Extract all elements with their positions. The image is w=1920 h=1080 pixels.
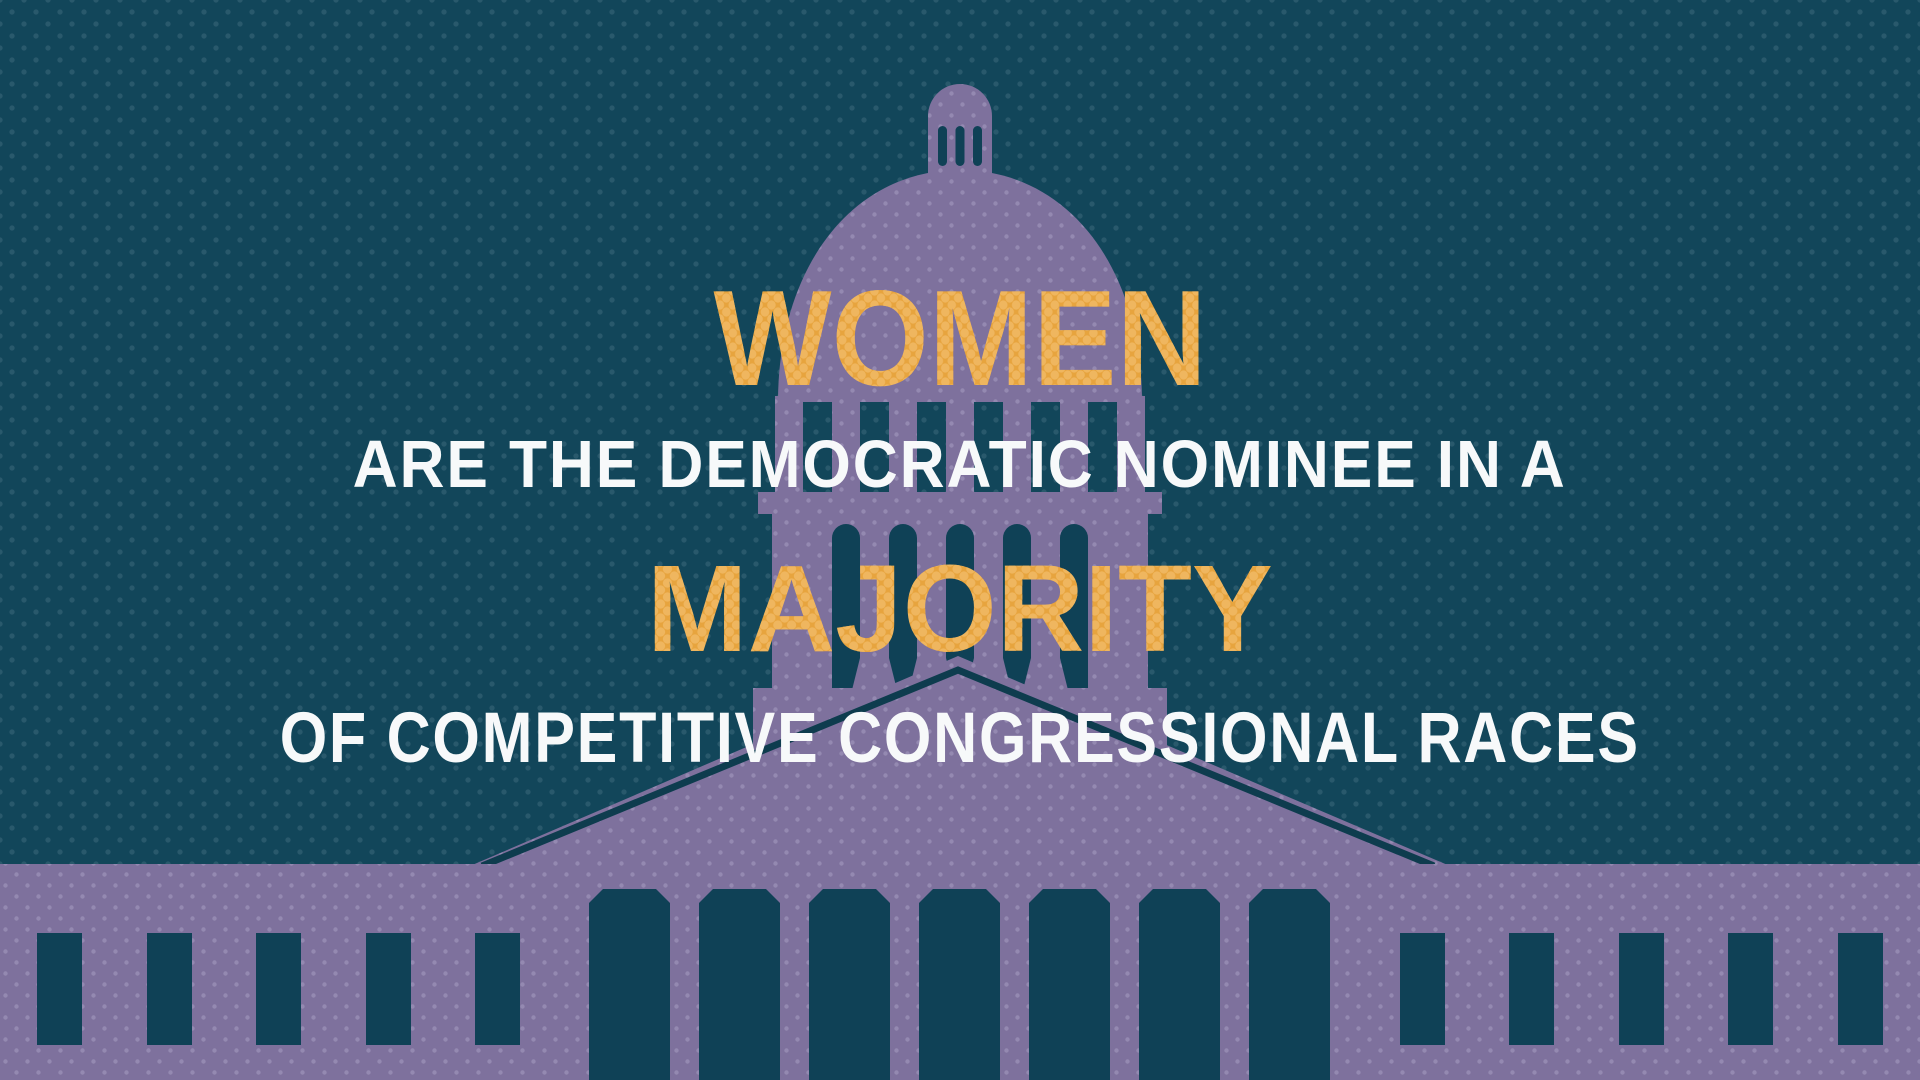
dome <box>778 170 1142 402</box>
drum-band <box>758 492 1162 514</box>
colonnade-base <box>0 864 1920 1080</box>
dome-lantern <box>928 84 992 185</box>
pediment <box>470 656 1450 870</box>
drum-columns <box>775 396 1145 496</box>
